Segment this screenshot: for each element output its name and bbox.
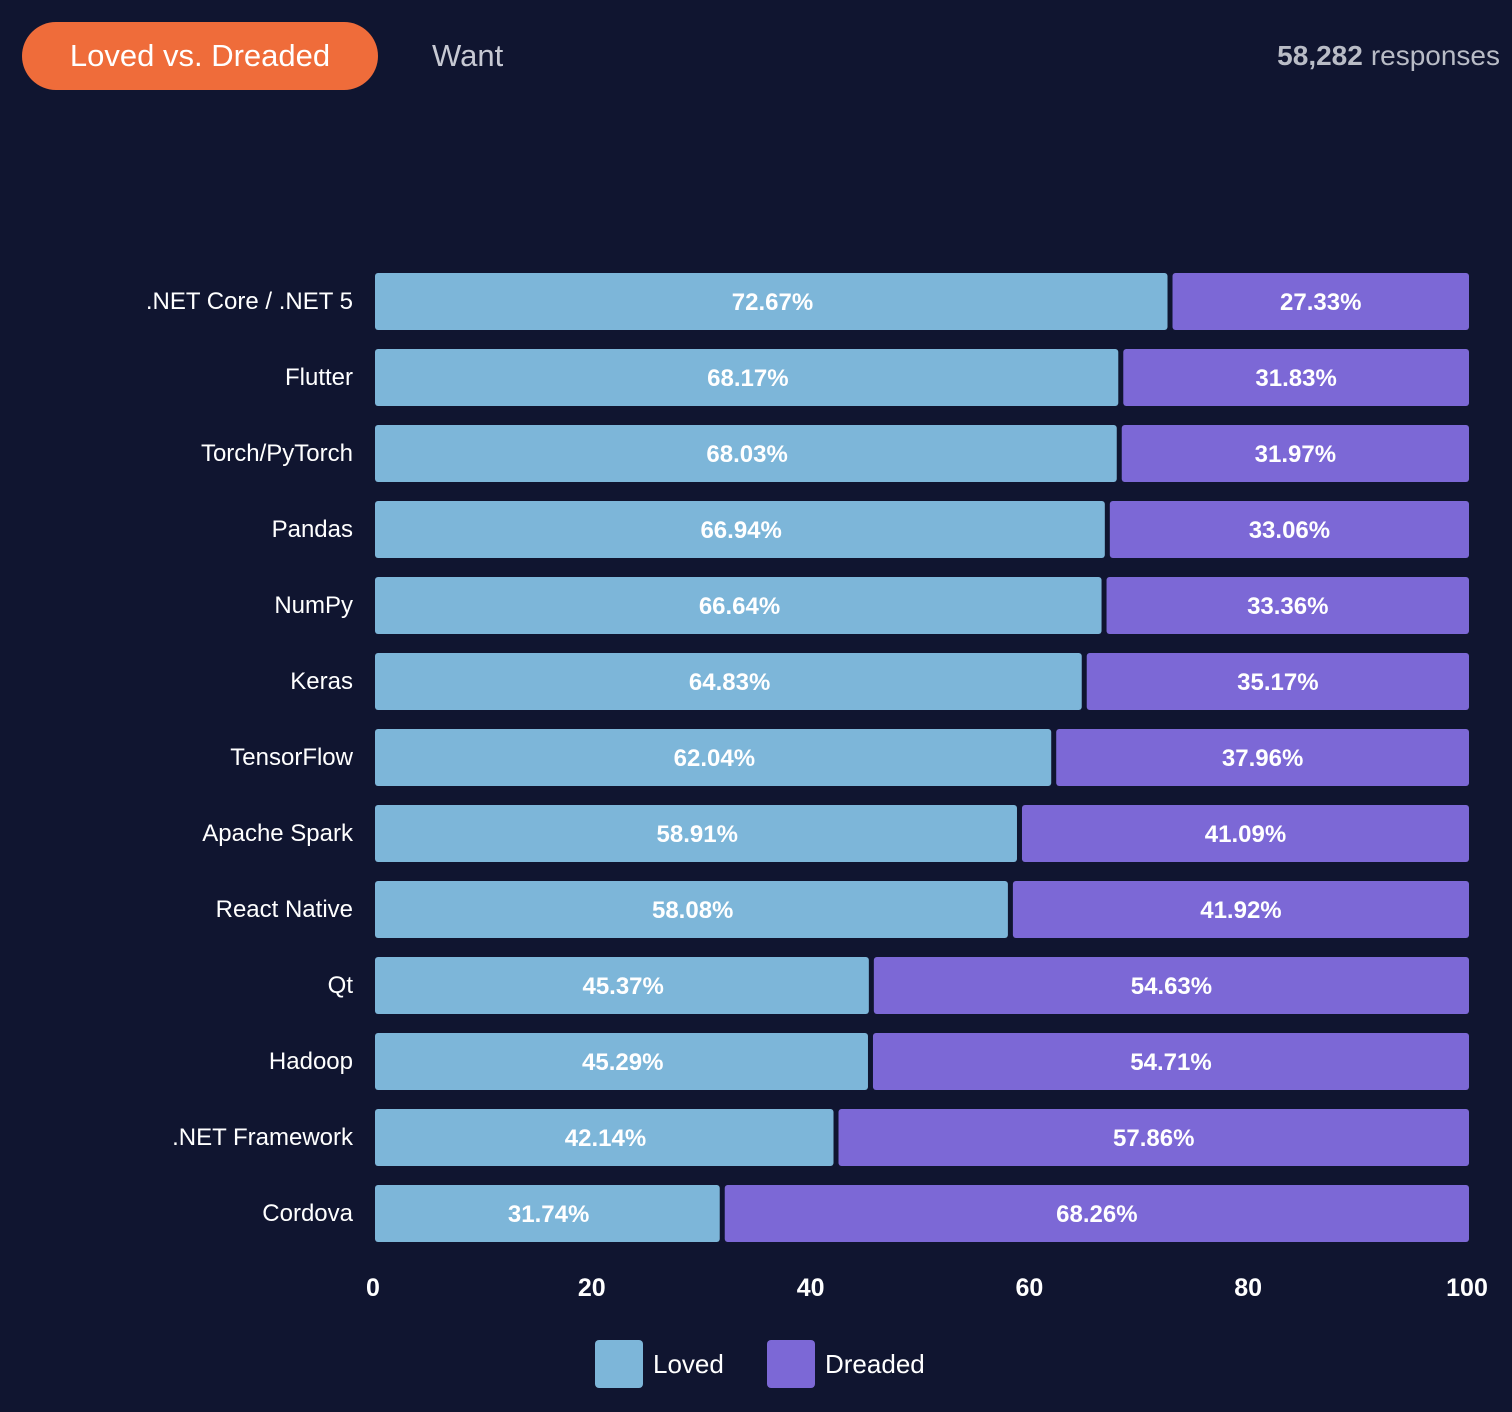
bar-dreaded[interactable]: [724, 1185, 1469, 1242]
tab-want[interactable]: Want: [432, 38, 504, 73]
category-label: Torch/PyTorch: [201, 440, 353, 467]
data-label-dreaded: 41.09%: [1205, 821, 1286, 848]
bar-dreaded[interactable]: [1106, 577, 1469, 634]
x-tick-label: 20: [578, 1274, 606, 1302]
x-tick-label: 80: [1234, 1274, 1262, 1302]
category-label: Apache Spark: [202, 820, 354, 847]
data-label-loved: 58.08%: [652, 897, 733, 924]
bar-loved[interactable]: [375, 501, 1105, 558]
data-label-dreaded: 33.06%: [1249, 517, 1330, 544]
stacked-bar-chart: .NET Core / .NET 5 72.67% 27.33% Flutter 68.…: [146, 273, 1488, 1302]
data-label-dreaded: 37.96%: [1222, 745, 1303, 772]
bar-loved[interactable]: [375, 729, 1052, 786]
category-label: React Native: [216, 896, 353, 923]
legend-label-dreaded: Dreaded: [825, 1348, 925, 1379]
bar-dreaded[interactable]: [1109, 501, 1469, 558]
legend-swatch-dreaded: [767, 1340, 815, 1388]
data-label-dreaded: 41.92%: [1200, 897, 1281, 924]
legend-swatch-loved: [595, 1340, 643, 1388]
data-label-dreaded: 57.86%: [1113, 1125, 1194, 1152]
responses-label: responses: [1370, 40, 1500, 71]
data-label-dreaded: 68.26%: [1056, 1201, 1137, 1228]
category-label: NumPy: [274, 592, 353, 619]
data-label-dreaded: 31.97%: [1255, 441, 1336, 468]
data-label-loved: 72.67%: [732, 289, 813, 316]
bar-loved[interactable]: [375, 273, 1168, 330]
data-label-loved: 62.04%: [674, 745, 755, 772]
bar-dreaded[interactable]: [1086, 653, 1469, 710]
bar-dreaded[interactable]: [873, 957, 1469, 1014]
data-label-dreaded: 35.17%: [1237, 669, 1318, 696]
data-label-dreaded: 31.83%: [1255, 365, 1336, 392]
bar-dreaded[interactable]: [1121, 425, 1469, 482]
data-label-loved: 68.03%: [706, 441, 787, 468]
bar-loved[interactable]: [375, 957, 869, 1014]
bar-dreaded[interactable]: [1123, 349, 1469, 406]
data-label-loved: 45.37%: [582, 973, 663, 1000]
bar-loved[interactable]: [375, 881, 1008, 938]
category-label: .NET Core / .NET 5: [146, 288, 353, 315]
bar-loved[interactable]: [375, 805, 1017, 862]
bar-dreaded[interactable]: [1012, 881, 1469, 938]
data-label-dreaded: 27.33%: [1280, 289, 1361, 316]
data-label-dreaded: 54.63%: [1131, 973, 1212, 1000]
bar-loved[interactable]: [375, 1185, 720, 1242]
data-label-loved: 66.64%: [699, 593, 780, 620]
bar-dreaded[interactable]: [1172, 273, 1469, 330]
data-label-dreaded: 33.36%: [1247, 593, 1328, 620]
data-label-loved: 58.91%: [657, 821, 738, 848]
category-label: .NET Framework: [172, 1124, 354, 1151]
category-label: Hadoop: [269, 1048, 353, 1075]
responses-count: 58,282 responses: [1277, 22, 1500, 90]
x-tick-label: 0: [366, 1274, 380, 1302]
data-label-loved: 42.14%: [565, 1125, 646, 1152]
legend: Loved Dreaded: [0, 1340, 1512, 1388]
bar-dreaded[interactable]: [1021, 805, 1469, 862]
bar-dreaded[interactable]: [838, 1109, 1469, 1166]
x-tick-label: 100: [1446, 1274, 1488, 1302]
x-tick-label: 40: [797, 1274, 825, 1302]
bar-dreaded[interactable]: [872, 1033, 1469, 1090]
data-label-loved: 68.17%: [707, 365, 788, 392]
category-label: TensorFlow: [230, 744, 353, 771]
legend-item-dreaded[interactable]: Dreaded: [767, 1340, 925, 1388]
category-label: Keras: [290, 668, 353, 695]
bar-loved[interactable]: [375, 577, 1102, 634]
data-label-loved: 66.94%: [700, 517, 781, 544]
data-label-loved: 64.83%: [689, 669, 770, 696]
tab-loved-vs-dreaded[interactable]: Loved vs. Dreaded: [22, 22, 378, 90]
bar-loved[interactable]: [375, 1109, 834, 1166]
category-label: Pandas: [272, 516, 353, 543]
bar-dreaded[interactable]: [1056, 729, 1469, 786]
data-label-dreaded: 54.71%: [1130, 1049, 1211, 1076]
legend-item-loved[interactable]: Loved: [595, 1340, 724, 1388]
responses-number: 58,282: [1277, 40, 1363, 71]
category-label: Qt: [328, 972, 354, 999]
category-label: Flutter: [285, 364, 353, 391]
data-label-loved: 45.29%: [582, 1049, 663, 1076]
bar-loved[interactable]: [375, 653, 1082, 710]
data-label-loved: 31.74%: [508, 1201, 589, 1228]
bar-loved[interactable]: [375, 425, 1117, 482]
bar-loved[interactable]: [375, 1033, 868, 1090]
bar-loved[interactable]: [375, 349, 1119, 406]
x-tick-label: 60: [1015, 1274, 1043, 1302]
legend-label-loved: Loved: [653, 1348, 724, 1379]
category-label: Cordova: [262, 1200, 353, 1227]
